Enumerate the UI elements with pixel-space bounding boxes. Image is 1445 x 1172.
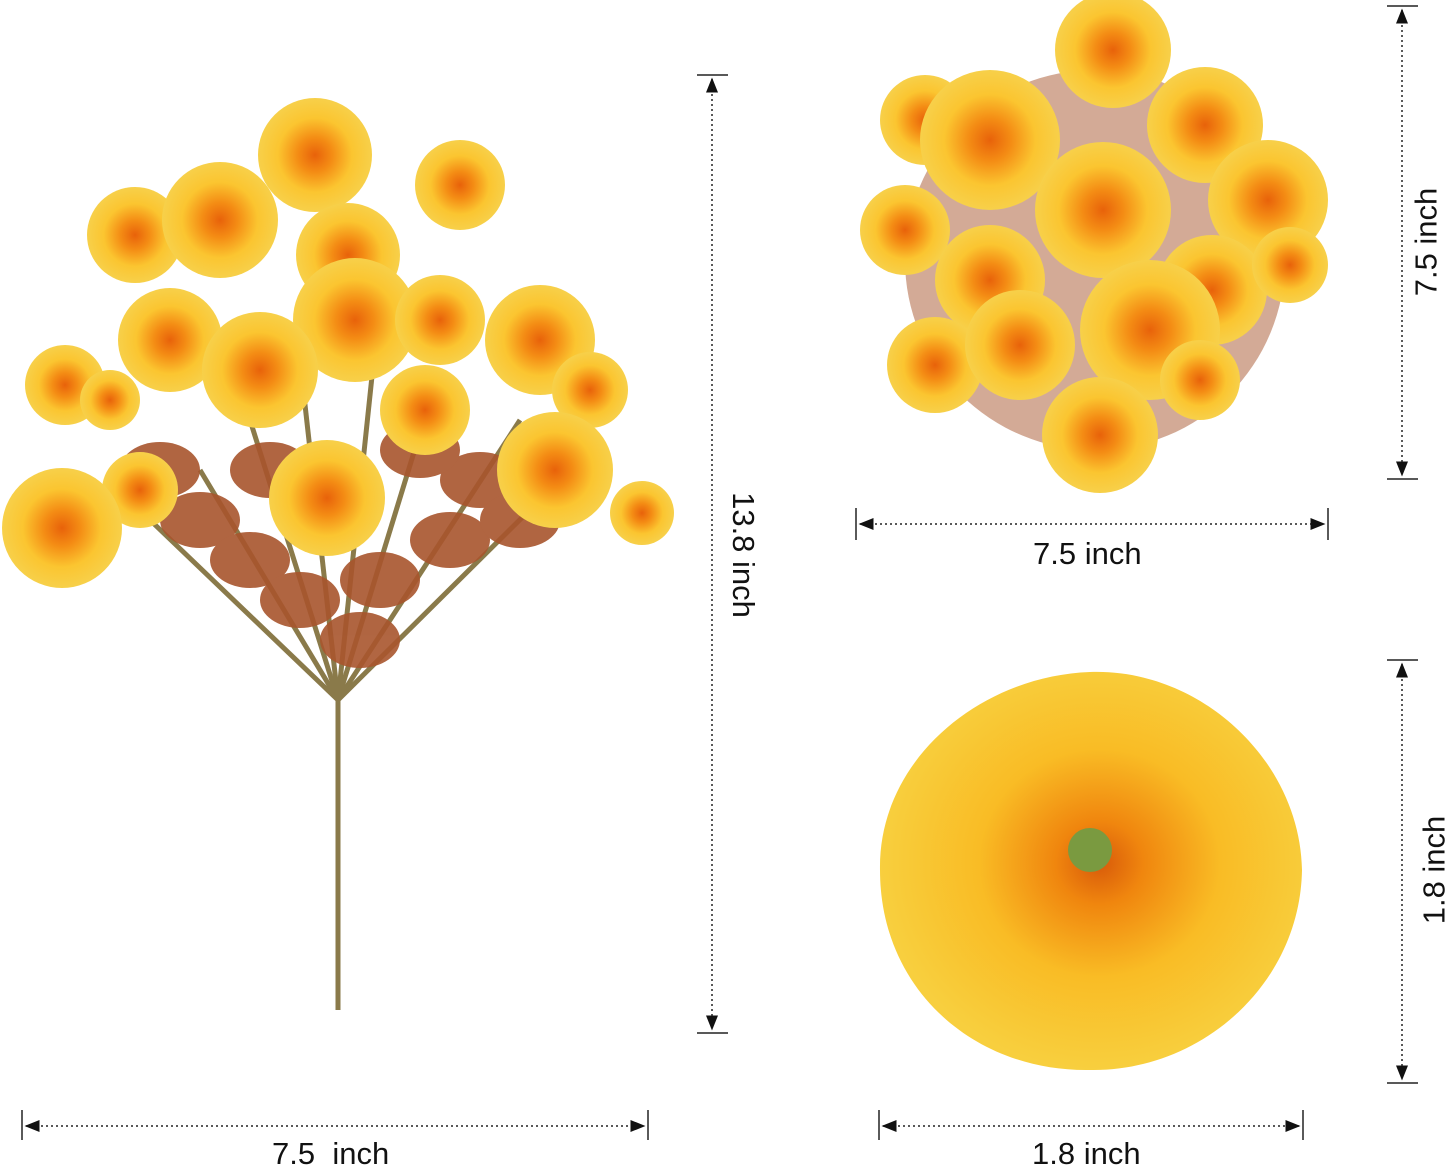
top-view-photo [860,0,1328,493]
flower [1042,377,1158,493]
top-view-height-label: 7.5 inch [1408,187,1444,297]
flower-width-label: 1.8 inch [1032,1136,1141,1171]
single-flower-photo [879,671,1302,1071]
flower [258,98,372,212]
bouquet-height-label: 13.8 inch [725,492,761,618]
flower [118,288,222,392]
flower [269,440,385,556]
leaf-cluster [410,512,490,568]
flower [1035,142,1171,278]
leaf-cluster [210,532,290,588]
flower [395,275,485,365]
flower [1055,0,1171,108]
flower [887,317,983,413]
flower-height-label: 1.8 inch [1416,815,1445,925]
leaf-cluster [320,612,400,668]
flower [415,140,505,230]
top-view-width-label: 7.5 inch [1033,536,1142,571]
flower [87,187,183,283]
flower [293,258,417,382]
flower [2,468,122,588]
bouquet-photo [2,98,674,1010]
leaf-cluster [340,552,420,608]
flower [102,452,178,528]
flower [1252,227,1328,303]
leaf-cluster [160,492,240,548]
flower [497,412,613,528]
leaf-cluster [260,572,340,628]
flower [162,162,278,278]
flower [860,185,950,275]
flower [202,312,318,428]
bouquet-width-label: 7.5 inch [272,1136,390,1171]
flower [80,370,140,430]
dimension-lines [21,5,1418,1140]
flower [610,481,674,545]
flower [1160,340,1240,420]
flower [380,365,470,455]
flower [920,70,1060,210]
flower [965,290,1075,400]
flower [552,352,628,428]
